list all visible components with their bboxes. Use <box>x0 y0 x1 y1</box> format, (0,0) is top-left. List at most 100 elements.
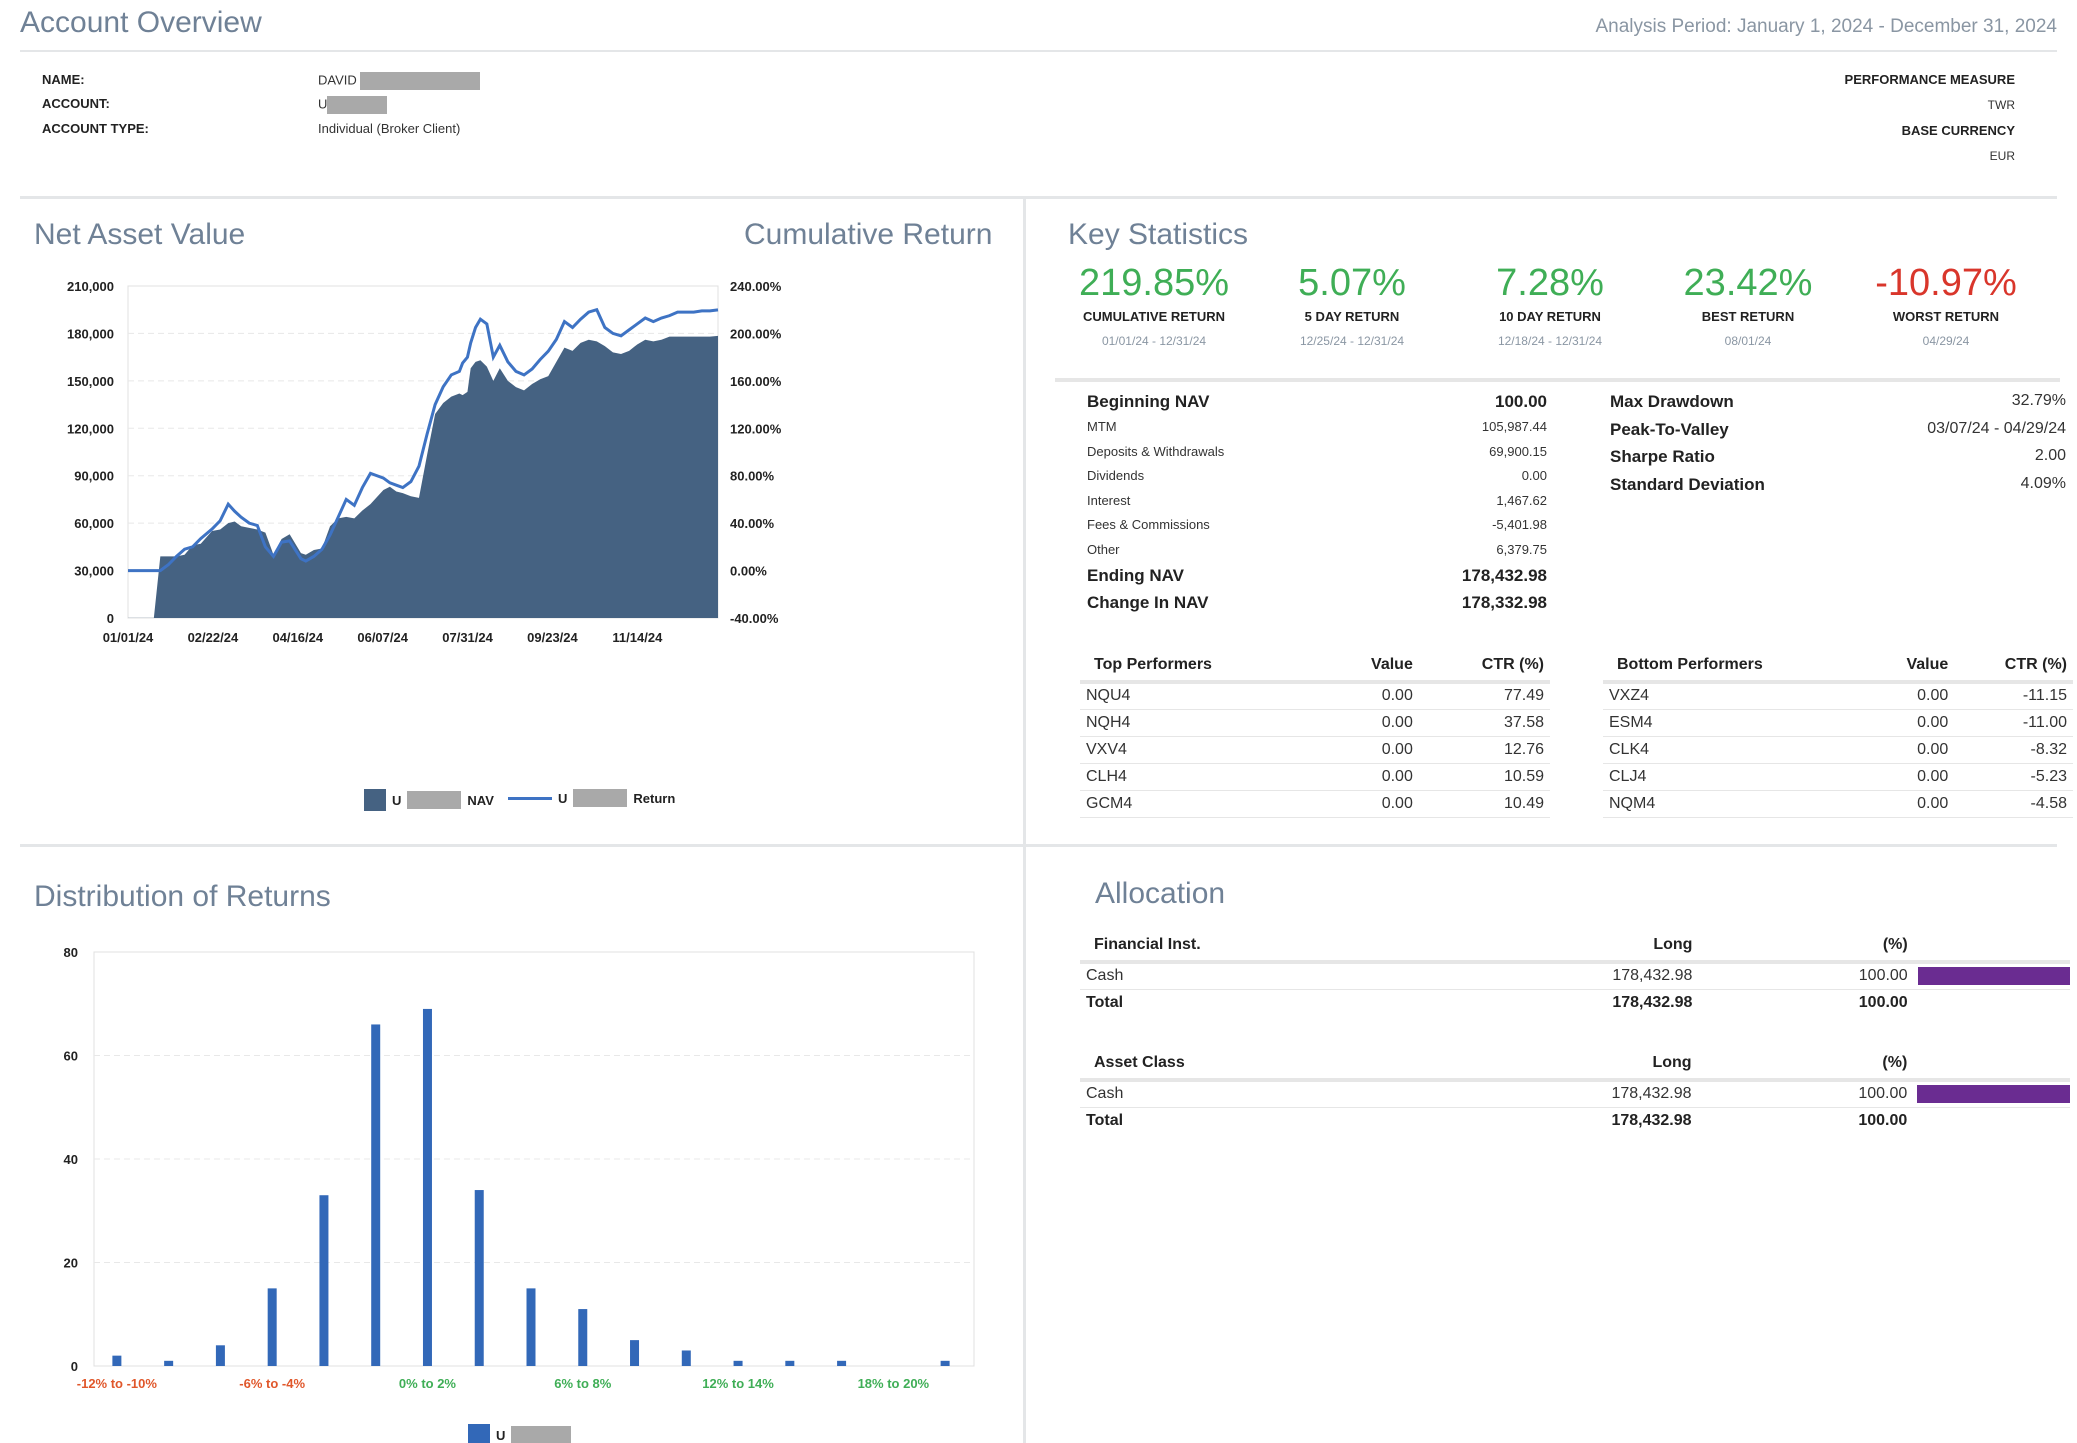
nav-section-title: Net Asset Value <box>34 218 246 251</box>
table-cell: 0.00 <box>1868 763 1955 791</box>
histogram-bar <box>940 1360 950 1366</box>
table-cell: -4.58 <box>1954 790 2073 818</box>
stat-tile: 7.28% 10 DAY RETURN 12/18/24 - 12/31/24 <box>1460 262 1640 348</box>
nav-row-label: Other <box>1087 541 1120 557</box>
stat-tile: 219.85% CUMULATIVE RETURN 01/01/24 - 12/31… <box>1064 262 1244 348</box>
table-row[interactable]: CLK4 0.00 -8.32 <box>1603 736 2073 764</box>
risk-row-value: 4.09% <box>2020 474 2066 492</box>
column-header: Value <box>1868 652 1955 684</box>
performance-measure-label: PERFORMANCE MEASURE <box>1844 72 2015 87</box>
redacted-block <box>407 791 462 809</box>
table-row[interactable]: GCM4 0.00 10.49 <box>1080 790 1550 818</box>
name-label: NAME: <box>42 72 85 87</box>
table-cell: VXV4 <box>1080 736 1324 764</box>
nav-summary-row: Other 6,379.75 <box>1087 542 1547 557</box>
nav-row-label: MTM <box>1087 419 1117 434</box>
y-right-tick: 0.00% <box>730 564 767 579</box>
table-cell: NQH4 <box>1080 709 1324 737</box>
redacted-block <box>360 72 481 90</box>
x-tick: 07/31/24 <box>442 630 493 645</box>
table-cell: 100.00 <box>1697 1080 1914 1108</box>
table-row[interactable]: VXZ4 0.00 -11.15 <box>1603 682 2073 710</box>
histogram-bar <box>837 1360 847 1366</box>
account-type-label: ACCOUNT TYPE: <box>42 121 149 136</box>
table-header-row: Asset Class Long (%) <box>1080 1050 2070 1082</box>
table-cell: GCM4 <box>1080 790 1324 818</box>
nav-row-value: 6,379.75 <box>1496 541 1547 557</box>
table-row[interactable]: CLJ4 0.00 -5.23 <box>1603 763 2073 791</box>
x-tick: 04/16/24 <box>272 630 323 645</box>
section-divider <box>20 196 2057 199</box>
y-left-tick: 120,000 <box>67 421 114 436</box>
header-divider <box>20 50 2057 52</box>
empty-cell <box>1914 989 2070 1016</box>
table-row[interactable]: NQM4 0.00 -4.58 <box>1603 790 2073 818</box>
stat-label: BEST RETURN <box>1701 309 1795 324</box>
stat-tile: 5.07% 5 DAY RETURN 12/25/24 - 12/31/24 <box>1262 262 1442 348</box>
nav-legend-item[interactable]: U NAV <box>364 789 494 811</box>
redacted-block <box>511 1426 572 1443</box>
stat-date: 01/01/24 - 12/31/24 <box>1101 334 1207 348</box>
bar-cell <box>1913 1080 2070 1108</box>
stat-tile: -10.97% WORST RETURN 04/29/24 <box>1856 262 2036 348</box>
nav-row-label: Change In NAV <box>1087 593 1209 612</box>
nav-row-value: 69,900.15 <box>1489 443 1547 459</box>
table-cell: -8.32 <box>1954 736 2073 764</box>
table-cell: 0.00 <box>1323 736 1419 764</box>
risk-row: Max Drawdown 32.79% <box>1610 392 2066 412</box>
allocation-title: Allocation <box>1095 877 1226 910</box>
section-divider <box>20 844 2057 847</box>
stat-value: 219.85% <box>1078 262 1229 304</box>
return-legend-item[interactable]: U Return <box>508 789 675 807</box>
table-row[interactable]: ESM4 0.00 -11.00 <box>1603 709 2073 737</box>
risk-row: Peak-To-Valley 03/07/24 - 04/29/24 <box>1610 420 2066 440</box>
table-row[interactable]: NQU4 0.00 77.49 <box>1080 682 1550 710</box>
stats-divider <box>1055 378 2060 382</box>
table-row[interactable]: VXV4 0.00 12.76 <box>1080 736 1550 764</box>
table-row[interactable]: Cash 178,432.98 100.00 <box>1080 1080 2070 1108</box>
nav-row-label: Beginning NAV <box>1087 392 1210 411</box>
return-legend-swatch <box>508 796 552 800</box>
y-right-tick: 80.00% <box>730 469 775 484</box>
table-cell: -5.23 <box>1954 763 2073 791</box>
nav-summary-row: MTM 105,987.44 <box>1087 419 1547 434</box>
table-cell: 0.00 <box>1323 790 1419 818</box>
table-row[interactable]: Cash 178,432.98 100.00 <box>1080 962 2070 990</box>
column-header: Top Performers <box>1080 652 1324 684</box>
performance-measure-value: TWR <box>1987 98 2015 112</box>
table-cell: VXZ4 <box>1603 682 1869 710</box>
table-cell: 0.00 <box>1868 682 1955 710</box>
stat-label: WORST RETURN <box>1892 309 2000 324</box>
x-tick: 0% to 2% <box>399 1376 457 1391</box>
y-right-tick: -40.00% <box>730 611 779 626</box>
total-row: Total 178,432.98 100.00 <box>1080 1107 2070 1134</box>
allocation-asset-class-table: Asset Class Long (%) Cash 178,432.98 100.00 To… <box>1080 1050 2070 1134</box>
distribution-legend-item[interactable]: U <box>468 1424 572 1443</box>
histogram-bar <box>630 1340 640 1366</box>
legend-prefix: U <box>496 1427 506 1443</box>
y-right-tick: 160.00% <box>730 374 782 389</box>
allocation-table: Asset Class Long (%) Cash 178,432.98 100.00 To… <box>1080 1050 2070 1134</box>
allocation-bar <box>1917 967 2070 986</box>
histogram-bar <box>164 1360 174 1366</box>
base-currency-value: EUR <box>1989 149 2015 163</box>
nav-row-value: 105,987.44 <box>1481 419 1547 434</box>
y-tick: 60 <box>64 1049 78 1064</box>
table-cell: 100.00 <box>1698 962 1914 990</box>
table-row[interactable]: NQH4 0.00 37.58 <box>1080 709 1550 737</box>
nav-legend-swatch <box>364 789 386 811</box>
redacted-block <box>327 96 388 114</box>
risk-row: Sharpe Ratio 2.00 <box>1610 447 2066 467</box>
nav-summary-row: Deposits & Withdrawals 69,900.15 <box>1087 444 1547 459</box>
risk-row-label: Max Drawdown <box>1610 392 1734 411</box>
table-cell: Cash <box>1080 962 1444 990</box>
y-tick: 80 <box>64 945 78 960</box>
table-row[interactable]: CLH4 0.00 10.59 <box>1080 763 1550 791</box>
risk-row-label: Peak-To-Valley <box>1610 419 1729 439</box>
legend-return-label: Return <box>633 790 676 806</box>
nav-area-series <box>128 335 718 618</box>
account-type-value: Individual (Broker Client) <box>318 121 461 136</box>
table-cell: 0.00 <box>1868 790 1955 818</box>
table-cell: 178,432.98 <box>1442 1080 1698 1108</box>
nav-summary-row: Fees & Commissions -5,401.98 <box>1087 517 1547 532</box>
